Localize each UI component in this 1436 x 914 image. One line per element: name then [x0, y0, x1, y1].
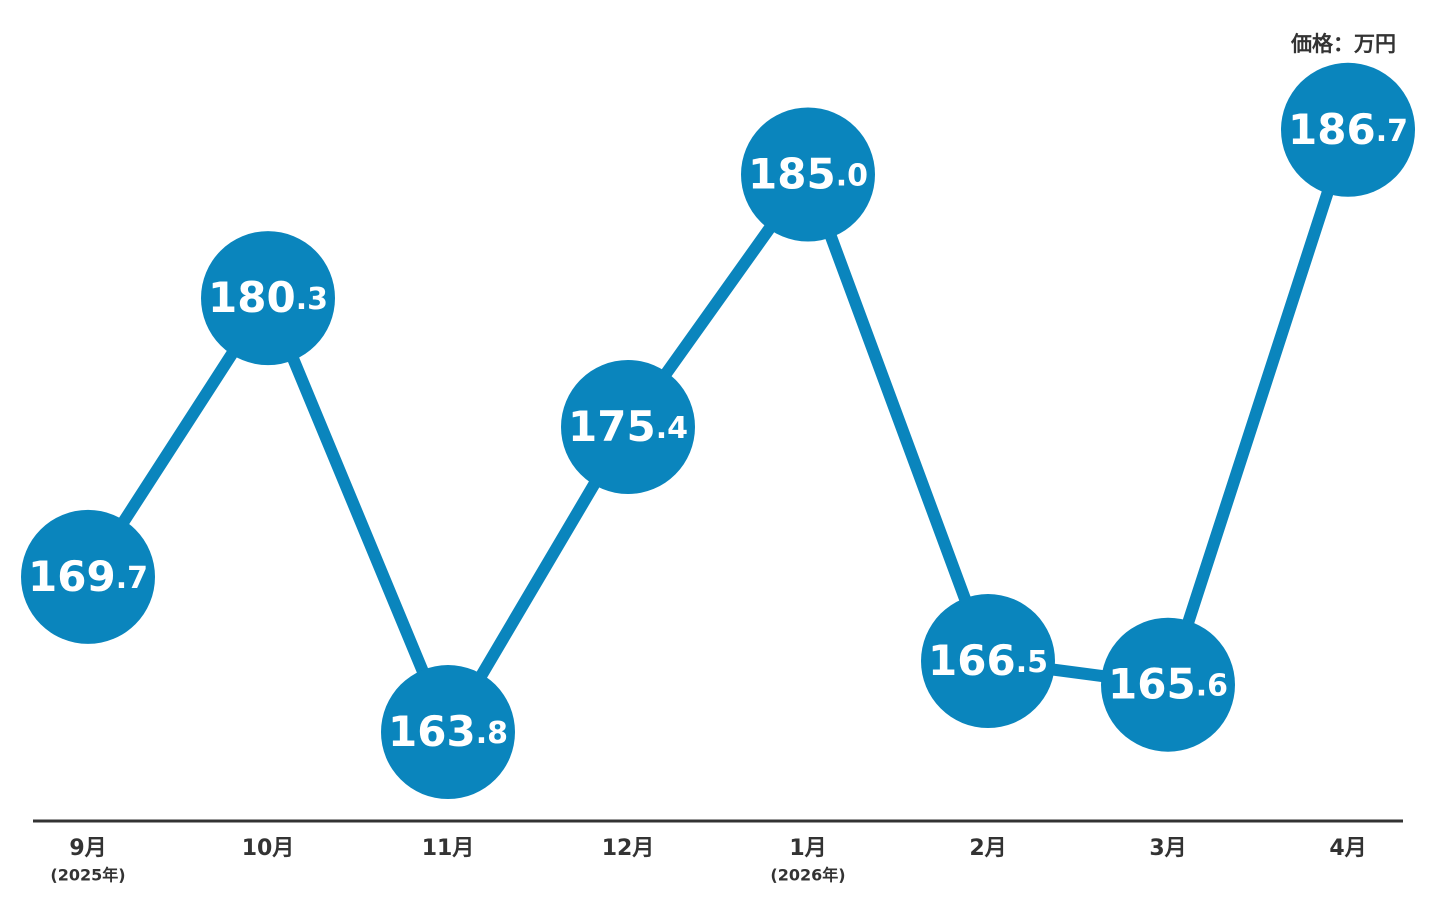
point: [1101, 617, 1235, 752]
x-tick-sublabel: (2026年): [770, 866, 845, 885]
x-tick-label: 2月: [969, 836, 1006, 861]
value-label: 169.7: [28, 551, 148, 600]
value-label: 166.5: [928, 636, 1048, 685]
value-label: 165.6: [1108, 659, 1228, 708]
point: [201, 231, 335, 366]
x-tick-label: 9月: [69, 836, 106, 861]
point: [21, 509, 155, 644]
point: [921, 594, 1055, 729]
value-label: 163.8: [388, 707, 508, 756]
unit-label: 価格：万円: [1290, 32, 1396, 56]
point: [1281, 62, 1415, 197]
value-label: 175.4: [568, 401, 688, 450]
point: [561, 359, 695, 494]
point: [381, 665, 515, 800]
x-tick-label: 10月: [242, 836, 295, 861]
value-label: 186.7: [1288, 104, 1408, 153]
value-label: 180.3: [208, 273, 328, 322]
x-tick-label: 3月: [1149, 836, 1186, 861]
point: [741, 107, 875, 242]
x-tick-label: 4月: [1329, 836, 1366, 861]
x-tick-label: 11月: [422, 836, 475, 861]
x-tick-sublabel: (2025年): [50, 866, 125, 885]
x-tick-label: 1月: [789, 836, 826, 861]
x-tick-label: 12月: [602, 836, 655, 861]
value-label: 185.0: [748, 149, 868, 198]
